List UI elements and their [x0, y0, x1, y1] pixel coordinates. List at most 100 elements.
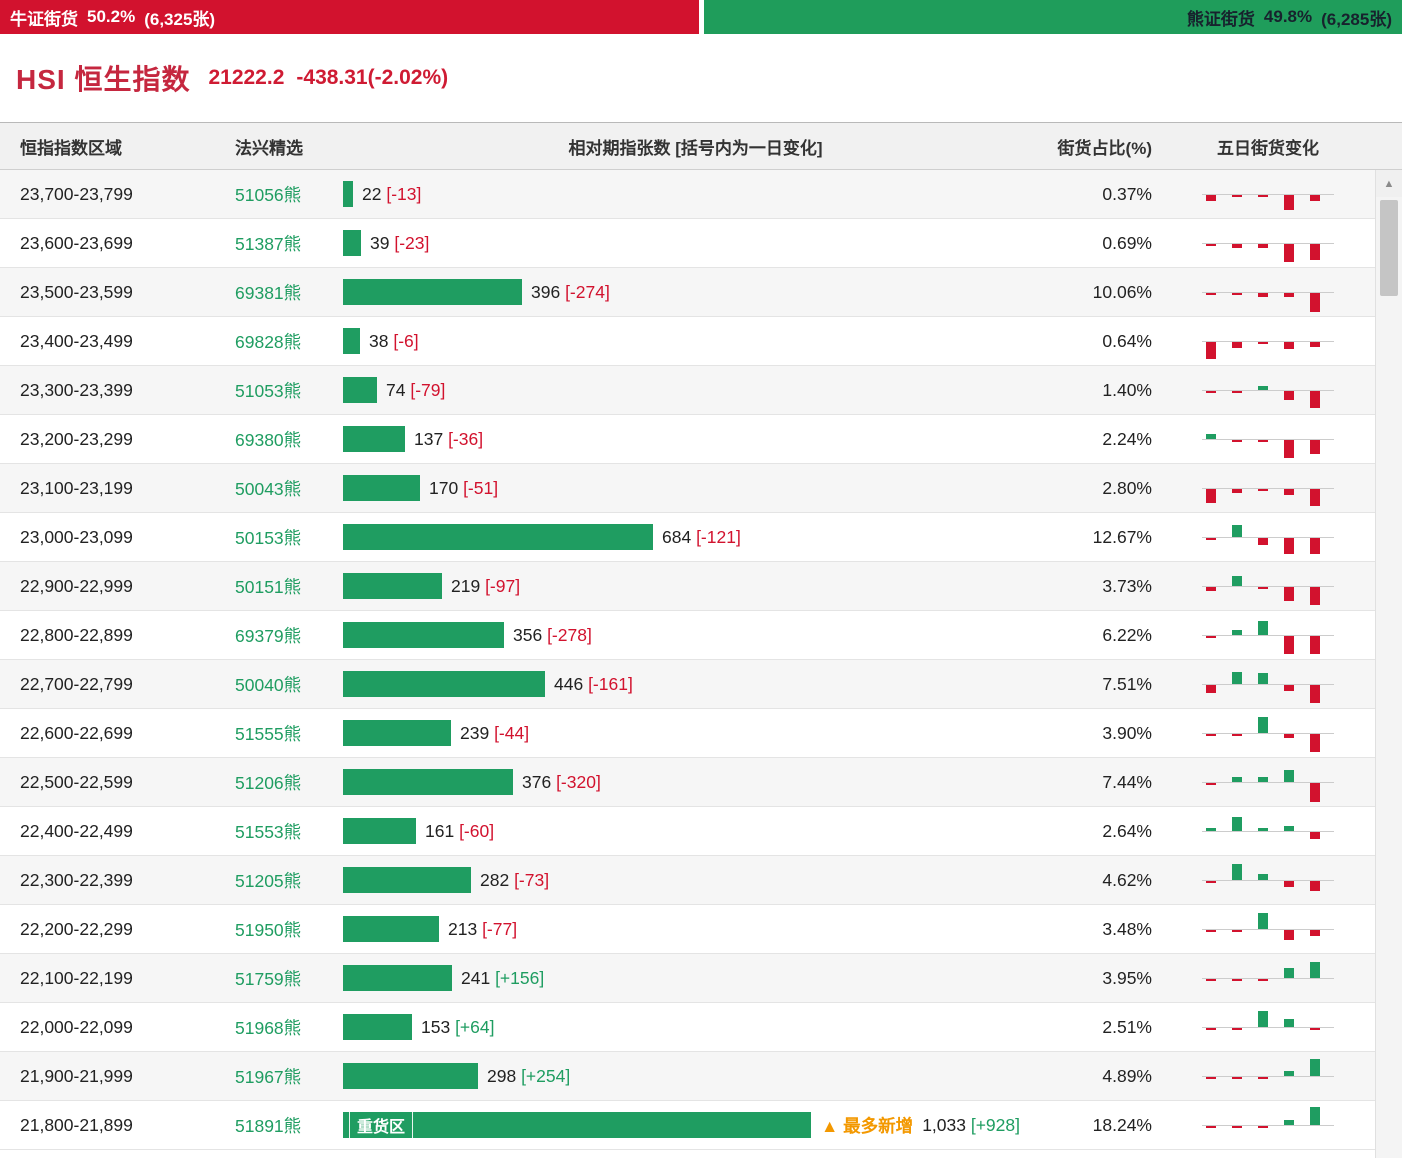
table-row[interactable]: 22,500-22,599 51206熊 376 [-320] 7.44%: [0, 758, 1402, 807]
warrant-code-link[interactable]: 51553熊: [235, 821, 302, 842]
five-day-sparkline: [1202, 710, 1334, 756]
five-day-sparkline: [1202, 220, 1334, 266]
table-row[interactable]: 23,100-23,199 50043熊 170 [-51] 2.80%: [0, 464, 1402, 513]
daily-change: [-278]: [542, 624, 592, 645]
table-row[interactable]: 22,000-22,099 51968熊 153 [+64] 2.51%: [0, 1003, 1402, 1052]
spark-cell: [1168, 955, 1368, 1001]
spark-baseline: [1202, 537, 1334, 538]
spark-bar: [1284, 1071, 1294, 1076]
warrant-code-link[interactable]: 51205熊: [235, 870, 302, 891]
warrant-code-link[interactable]: 51206熊: [235, 772, 302, 793]
warrant-code-link[interactable]: 69381熊: [235, 282, 302, 303]
warrant-code-link[interactable]: 51053熊: [235, 380, 302, 401]
table-row[interactable]: 21,900-21,999 51967熊 298 [+254] 4.89%: [0, 1052, 1402, 1101]
warrant-code-link[interactable]: 50040熊: [235, 674, 302, 695]
spark-bar: [1206, 685, 1216, 693]
spark-bar: [1206, 195, 1216, 201]
warrant-code-link[interactable]: 50153熊: [235, 527, 302, 548]
spark-bar: [1310, 342, 1320, 347]
warrant-code-link[interactable]: 50043熊: [235, 478, 302, 499]
outstanding-pct: 3.48%: [1102, 918, 1152, 939]
contracts-bar: [343, 867, 471, 893]
spark-bar: [1232, 244, 1242, 248]
table-row[interactable]: 23,200-23,299 69380熊 137 [-36] 2.24%: [0, 415, 1402, 464]
spark-cell: [1168, 857, 1368, 903]
spark-bar: [1258, 1126, 1268, 1128]
warrant-code-link[interactable]: 51967熊: [235, 1066, 302, 1087]
daily-change: [-51]: [458, 477, 499, 498]
spark-bar: [1258, 621, 1268, 635]
outstanding-pct: 2.51%: [1102, 1016, 1152, 1037]
table-row[interactable]: 23,700-23,799 51056熊 22 [-13] 0.37%: [0, 170, 1402, 219]
warrant-code-link[interactable]: 50151熊: [235, 576, 302, 597]
table-row[interactable]: 22,100-22,199 51759熊 241 [+156] 3.95%: [0, 954, 1402, 1003]
vertical-scrollbar[interactable]: ▲: [1375, 170, 1402, 1158]
table-row[interactable]: 23,500-23,599 69381熊 396 [-274] 10.06%: [0, 268, 1402, 317]
spark-bar: [1206, 783, 1216, 785]
spark-bar: [1258, 777, 1268, 782]
daily-change: [-73]: [509, 869, 550, 890]
contracts-value: 298: [487, 1065, 517, 1086]
warrant-code-link[interactable]: 51056熊: [235, 184, 302, 205]
warrant-code-link[interactable]: 69828熊: [235, 331, 302, 352]
contracts-value: 356: [513, 624, 543, 645]
outstanding-pct: 4.62%: [1102, 869, 1152, 890]
warrant-code-link[interactable]: 69379熊: [235, 625, 302, 646]
bull-ratio-segment: 牛证街货 50.2% (6,325张): [0, 0, 704, 34]
range-cell: 21,800-21,899: [20, 1114, 133, 1135]
spark-cell: [1168, 612, 1368, 658]
spark-bar: [1232, 817, 1242, 831]
daily-change: [+64]: [450, 1016, 495, 1037]
range-cell: 23,000-23,099: [20, 526, 133, 547]
spark-bar: [1206, 1077, 1216, 1079]
warrant-code-link[interactable]: 69380熊: [235, 429, 302, 450]
spark-cell: [1168, 1102, 1368, 1148]
table-row[interactable]: 23,600-23,699 51387熊 39 [-23] 0.69%: [0, 219, 1402, 268]
warrant-code-link[interactable]: 51968熊: [235, 1017, 302, 1038]
table-row[interactable]: 21,800-21,899 51891熊 重货区 ▲ 最多新增 1,033 [+928]…: [0, 1101, 1402, 1150]
table-row[interactable]: 22,800-22,899 69379熊 356 [-278] 6.22%: [0, 611, 1402, 660]
spark-bar: [1232, 342, 1242, 348]
warrant-code-link[interactable]: 51950熊: [235, 919, 302, 940]
scroll-up-button[interactable]: ▲: [1376, 170, 1402, 197]
table-row[interactable]: 22,600-22,699 51555熊 239 [-44] 3.90%: [0, 709, 1402, 758]
spark-bar: [1284, 968, 1294, 978]
table-row[interactable]: 22,900-22,999 50151熊 219 [-97] 3.73%: [0, 562, 1402, 611]
table-row[interactable]: 22,200-22,299 51950熊 213 [-77] 3.48%: [0, 905, 1402, 954]
five-day-sparkline: [1202, 1004, 1334, 1050]
bull-label: 牛证街货: [10, 9, 78, 29]
warrant-code-link[interactable]: 51759熊: [235, 968, 302, 989]
contracts-value: 38: [369, 330, 389, 351]
spark-bar: [1284, 881, 1294, 887]
warrant-code-link[interactable]: 51555熊: [235, 723, 302, 744]
warrant-code-link[interactable]: 51891熊: [235, 1115, 302, 1136]
spark-bar: [1310, 1028, 1320, 1030]
range-cell: 23,500-23,599: [20, 281, 133, 302]
contracts-cell: 74 [-79]: [343, 377, 1048, 403]
warrant-code-link[interactable]: 51387熊: [235, 233, 302, 254]
table-row[interactable]: 22,400-22,499 51553熊 161 [-60] 2.64%: [0, 807, 1402, 856]
spark-bar: [1310, 587, 1320, 605]
range-cell: 22,500-22,599: [20, 771, 133, 792]
spark-bar: [1206, 342, 1216, 359]
contracts-bar: [343, 720, 451, 746]
spark-bar: [1232, 195, 1242, 197]
spark-baseline: [1202, 488, 1334, 489]
spark-bar: [1310, 391, 1320, 408]
spark-cell: [1168, 220, 1368, 266]
spark-bar: [1284, 244, 1294, 262]
table-row[interactable]: 22,300-22,399 51205熊 282 [-73] 4.62%: [0, 856, 1402, 905]
contracts-cell: 241 [+156]: [343, 965, 1048, 991]
table-row[interactable]: 23,400-23,499 69828熊 38 [-6] 0.64%: [0, 317, 1402, 366]
table-row[interactable]: 22,700-22,799 50040熊 446 [-161] 7.51%: [0, 660, 1402, 709]
spark-bar: [1232, 1028, 1242, 1030]
spark-bar: [1206, 1126, 1216, 1128]
spark-bar: [1284, 685, 1294, 691]
table-row[interactable]: 23,000-23,099 50153熊 684 [-121] 12.67%: [0, 513, 1402, 562]
spark-bar: [1284, 195, 1294, 210]
spark-bar: [1284, 770, 1294, 782]
scrollbar-thumb[interactable]: [1380, 200, 1398, 296]
outstanding-pct: 0.69%: [1102, 232, 1152, 253]
daily-change: [-23]: [389, 232, 430, 253]
table-row[interactable]: 23,300-23,399 51053熊 74 [-79] 1.40%: [0, 366, 1402, 415]
